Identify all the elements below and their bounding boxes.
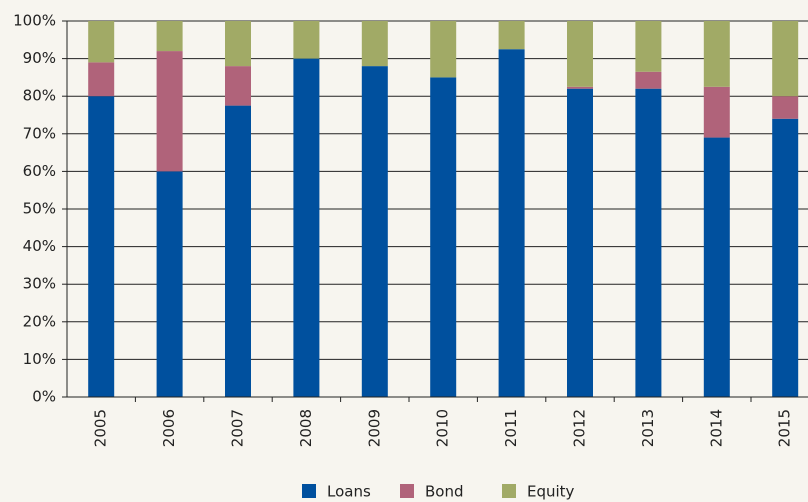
x-tick-label: 2010 [434, 409, 452, 447]
bar-segment [498, 21, 525, 50]
bar-segment [156, 21, 183, 52]
legend-label: Bond [425, 483, 464, 501]
y-tick-label: 20% [23, 312, 56, 330]
y-tick-label: 80% [23, 87, 56, 105]
bar-segment [635, 71, 662, 89]
bar-segment [225, 21, 251, 67]
bar-segment [293, 21, 320, 59]
x-tick-label: 2015 [776, 409, 794, 447]
y-tick-label: 30% [23, 275, 56, 293]
y-tick-label: 60% [23, 162, 56, 180]
bar-segment [225, 66, 251, 106]
bar-segment [430, 77, 457, 398]
bar-segment [498, 49, 525, 397]
bar-segment [88, 21, 115, 63]
bar-segment [88, 96, 115, 397]
y-tick-label: 90% [23, 49, 56, 67]
bar-segment [361, 66, 388, 398]
bar-segment [772, 118, 799, 397]
x-tick-label: 2008 [297, 409, 315, 447]
bar-segment [635, 88, 662, 398]
legend-swatch [502, 484, 516, 498]
bar-segment [361, 21, 388, 67]
legend-swatch [302, 484, 316, 498]
bar-segment [772, 21, 799, 97]
bar-segment [635, 21, 662, 72]
bar-segment [156, 51, 183, 172]
bar-segment [430, 21, 457, 78]
bar-segment [772, 96, 799, 119]
bar-segment [567, 21, 593, 87]
bar-segment [88, 62, 115, 97]
y-tick-label: 10% [23, 350, 56, 368]
bar-segment [567, 88, 593, 398]
x-tick-label: 2005 [92, 409, 110, 447]
legend-label: Equity [527, 483, 575, 501]
x-tick-label: 2006 [160, 409, 178, 447]
y-tick-label: 50% [23, 200, 56, 218]
y-tick-label: 0% [32, 388, 56, 406]
bar-segment [703, 86, 730, 138]
bar-segment [703, 21, 730, 87]
x-tick-label: 2007 [229, 409, 247, 447]
bar-segment [156, 171, 183, 397]
legend-swatch [400, 484, 414, 498]
y-tick-label: 40% [23, 237, 56, 255]
legend-label: Loans [327, 483, 371, 501]
x-tick-label: 2012 [571, 409, 589, 447]
x-tick-label: 2013 [639, 409, 657, 447]
bar-segment [225, 105, 251, 397]
bar-segment [293, 58, 320, 397]
x-tick-label: 2011 [502, 409, 520, 447]
bar-segment [703, 137, 730, 397]
x-tick-label: 2009 [365, 409, 383, 447]
bar-segment [567, 86, 593, 89]
y-tick-label: 100% [13, 12, 56, 30]
x-tick-label: 2014 [707, 409, 725, 447]
y-tick-label: 70% [23, 124, 56, 142]
